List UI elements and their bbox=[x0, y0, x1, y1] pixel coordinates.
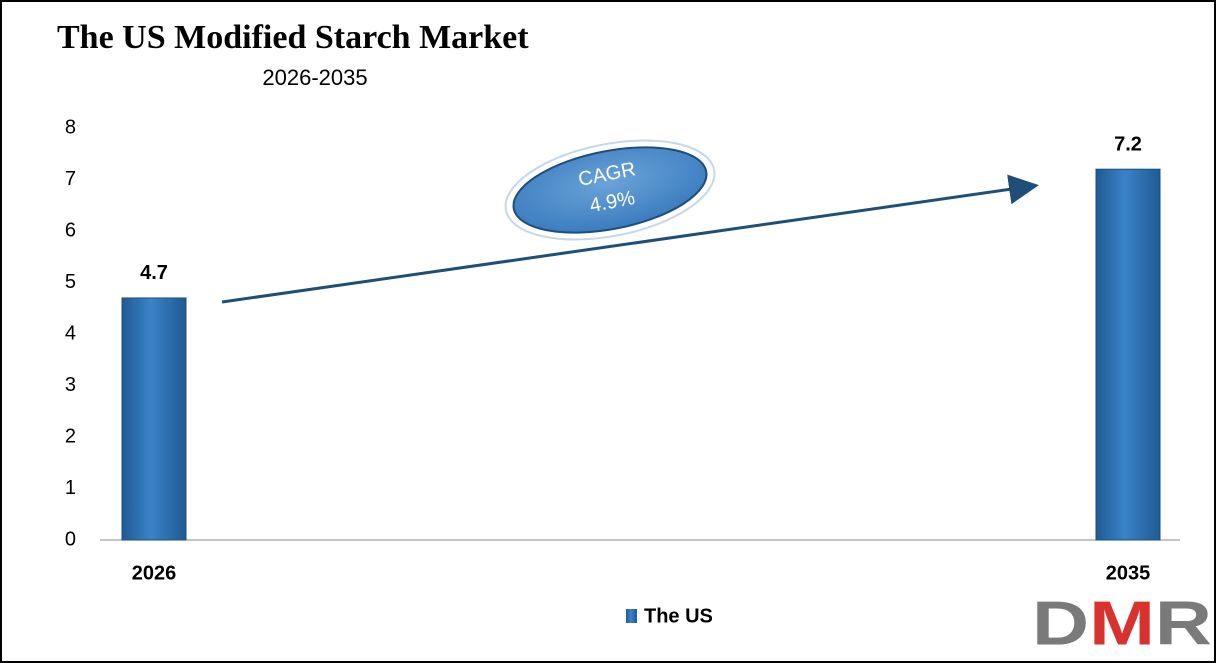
cagr-badge: CAGR 4.9% bbox=[504, 139, 716, 241]
legend-swatch bbox=[626, 609, 637, 623]
x-tick-label: 2035 bbox=[1106, 562, 1151, 584]
x-tick-label: 2026 bbox=[132, 562, 177, 584]
bar bbox=[1095, 168, 1161, 541]
logo: DMR bbox=[1032, 589, 1212, 658]
y-tick-label: 3 bbox=[65, 374, 76, 396]
chart-subtitle: 2026-2035 bbox=[262, 65, 367, 90]
y-tick-label: 5 bbox=[65, 271, 76, 293]
y-tick-label: 7 bbox=[65, 168, 76, 190]
value-label: 4.7 bbox=[140, 262, 168, 284]
badge-fill bbox=[512, 146, 708, 234]
y-tick-label: 0 bbox=[65, 528, 76, 550]
trend-arrow bbox=[221, 174, 1039, 304]
y-tick-label: 6 bbox=[65, 219, 76, 241]
chart-title: The US Modified Starch Market bbox=[57, 19, 529, 56]
y-tick-label: 2 bbox=[65, 425, 76, 447]
y-tick-label: 1 bbox=[65, 477, 76, 499]
legend-label: The US bbox=[644, 605, 713, 627]
y-tick-label: 4 bbox=[65, 322, 76, 344]
value-label: 7.2 bbox=[1114, 133, 1142, 155]
y-tick-label: 8 bbox=[65, 116, 76, 138]
bar bbox=[121, 297, 187, 541]
